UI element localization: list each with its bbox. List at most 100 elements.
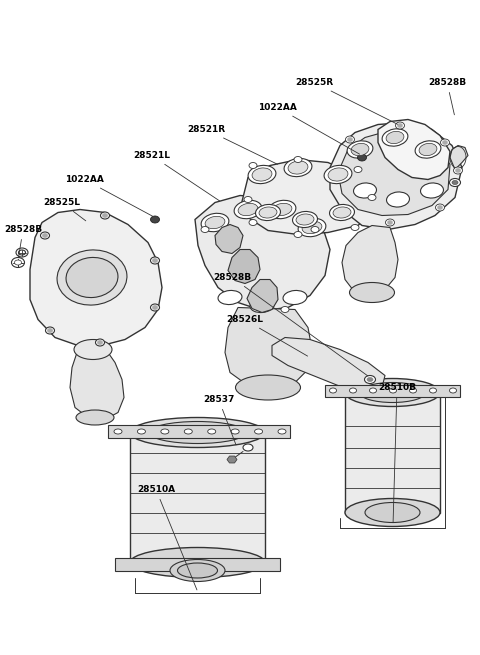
Ellipse shape <box>348 138 352 141</box>
Ellipse shape <box>96 339 105 346</box>
Ellipse shape <box>349 282 395 303</box>
Ellipse shape <box>278 429 286 434</box>
Ellipse shape <box>294 231 302 238</box>
Ellipse shape <box>208 429 216 434</box>
Ellipse shape <box>364 375 375 383</box>
Ellipse shape <box>236 375 300 400</box>
Ellipse shape <box>130 417 265 447</box>
Ellipse shape <box>201 214 229 232</box>
Ellipse shape <box>153 259 157 263</box>
Polygon shape <box>330 122 462 229</box>
Polygon shape <box>247 280 278 312</box>
Text: 1022AA: 1022AA <box>258 103 360 154</box>
Ellipse shape <box>349 388 357 393</box>
Ellipse shape <box>97 341 103 345</box>
Ellipse shape <box>389 388 396 393</box>
Polygon shape <box>215 225 243 253</box>
Ellipse shape <box>324 165 352 183</box>
Ellipse shape <box>218 290 242 305</box>
Ellipse shape <box>201 227 209 233</box>
Ellipse shape <box>367 377 373 381</box>
Ellipse shape <box>243 444 253 451</box>
Ellipse shape <box>419 143 437 156</box>
Polygon shape <box>115 557 280 571</box>
Ellipse shape <box>351 225 359 231</box>
Polygon shape <box>228 250 260 284</box>
Text: 28537: 28537 <box>203 395 236 445</box>
Ellipse shape <box>454 167 463 174</box>
Ellipse shape <box>48 329 52 333</box>
Ellipse shape <box>151 257 159 264</box>
Ellipse shape <box>244 196 252 202</box>
Ellipse shape <box>382 129 408 146</box>
Ellipse shape <box>359 383 426 403</box>
Ellipse shape <box>248 165 276 183</box>
Polygon shape <box>242 160 372 234</box>
Ellipse shape <box>149 422 246 443</box>
Ellipse shape <box>252 168 272 181</box>
Ellipse shape <box>255 204 280 221</box>
Ellipse shape <box>333 207 351 218</box>
Ellipse shape <box>234 200 262 219</box>
Ellipse shape <box>456 168 460 172</box>
Ellipse shape <box>386 192 409 207</box>
Text: 28510B: 28510B <box>378 383 416 523</box>
Ellipse shape <box>66 257 118 297</box>
Ellipse shape <box>328 168 348 181</box>
Ellipse shape <box>385 219 395 226</box>
Ellipse shape <box>231 429 239 434</box>
Ellipse shape <box>452 181 458 185</box>
Ellipse shape <box>311 227 319 233</box>
Ellipse shape <box>346 136 355 143</box>
Ellipse shape <box>296 214 314 225</box>
Ellipse shape <box>137 429 145 434</box>
Ellipse shape <box>272 203 292 215</box>
Ellipse shape <box>386 132 404 143</box>
Polygon shape <box>450 145 468 170</box>
Ellipse shape <box>281 307 289 312</box>
Ellipse shape <box>205 216 225 229</box>
Ellipse shape <box>103 214 108 217</box>
Text: 28526L: 28526L <box>226 315 308 356</box>
Text: 28528B: 28528B <box>213 273 368 376</box>
Ellipse shape <box>409 388 417 393</box>
Ellipse shape <box>16 248 28 257</box>
Ellipse shape <box>437 206 443 210</box>
Ellipse shape <box>345 498 440 527</box>
Ellipse shape <box>302 221 322 234</box>
Ellipse shape <box>259 207 277 218</box>
Ellipse shape <box>46 327 55 334</box>
Text: 28525R: 28525R <box>295 78 397 124</box>
Polygon shape <box>378 119 450 179</box>
Ellipse shape <box>298 218 326 236</box>
Ellipse shape <box>254 429 263 434</box>
Ellipse shape <box>396 122 405 129</box>
Ellipse shape <box>354 183 376 198</box>
Ellipse shape <box>14 260 22 265</box>
Ellipse shape <box>347 141 373 158</box>
Text: 1022AA: 1022AA <box>65 175 153 216</box>
Polygon shape <box>325 384 460 396</box>
Text: 28521R: 28521R <box>187 125 277 164</box>
Ellipse shape <box>351 143 369 156</box>
Ellipse shape <box>345 379 440 407</box>
Ellipse shape <box>420 183 444 198</box>
Polygon shape <box>130 432 265 563</box>
Ellipse shape <box>449 179 460 187</box>
Ellipse shape <box>430 388 436 393</box>
Ellipse shape <box>283 290 307 305</box>
Text: 28528B: 28528B <box>428 78 466 115</box>
Ellipse shape <box>397 124 403 128</box>
Ellipse shape <box>249 162 257 168</box>
Polygon shape <box>338 130 450 215</box>
Ellipse shape <box>370 388 376 393</box>
Ellipse shape <box>100 212 109 219</box>
Polygon shape <box>195 195 330 310</box>
Ellipse shape <box>151 216 159 223</box>
Ellipse shape <box>449 388 456 393</box>
Text: 28528B: 28528B <box>4 225 42 258</box>
Ellipse shape <box>114 429 122 434</box>
Ellipse shape <box>74 339 112 360</box>
Text: 28525L: 28525L <box>43 198 86 221</box>
Ellipse shape <box>12 257 24 267</box>
